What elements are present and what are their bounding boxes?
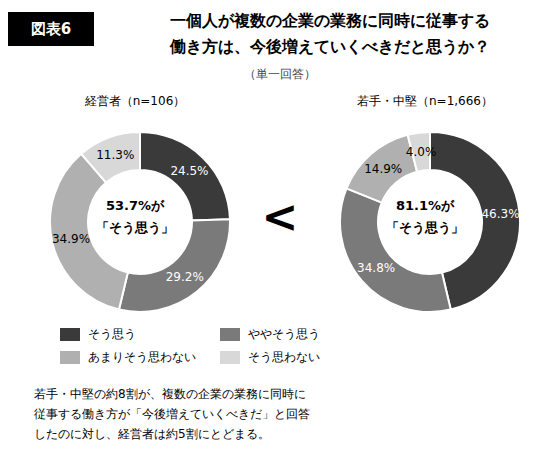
html-text:そう思わない: そう思わない [248,350,320,364]
svg-text:11.3%: 11.3% [96,148,134,162]
svg-text:34.8%: 34.8% [357,261,395,275]
html-text:一個人が複数の企業の業務に同時に従事する 働き方は、今後増え: 一個人が複数の企業の業務に同時に従事する 働き方は、今後増えていくべきだと思うか… [170,11,490,56]
svg-text:46.3%: 46.3% [481,207,519,221]
html-text:「そう思う」: 「そう思う」 [386,220,464,235]
html-text:そう思う: そう思う [88,327,136,341]
html-text:ややそう思う: ややそう思う [248,327,320,341]
html-text:「そう思う」: 「そう思う」 [96,220,174,235]
html-text:81.1%が: 81.1%が [395,198,454,213]
html-text:53.7%が: 53.7%が [105,198,164,213]
svg-text:14.9%: 14.9% [364,162,402,176]
html-text:若手・中堅（n=1,666）: 若手・中堅（n=1,666） [357,94,493,108]
html-text:（単一回答）: （単一回答） [244,67,316,81]
svg-text:34.9%: 34.9% [52,232,90,246]
html-text:若手・中堅の約8割が、複数の企業の業務に同時に 従事する働き: 若手・中堅の約8割が、複数の企業の業務に同時に 従事する働き方が「今後増えていく… [34,387,310,441]
html-text:経営者（n=106）: 経営者（n=106） [84,94,186,108]
svg-text:4.0%: 4.0% [406,145,437,159]
svg-text:24.5%: 24.5% [170,164,208,178]
html-text:あまりそう思わない: あまりそう思わない [88,350,196,364]
svg-text:29.2%: 29.2% [166,270,204,284]
html-text:図表6: 図表6 [30,19,72,38]
